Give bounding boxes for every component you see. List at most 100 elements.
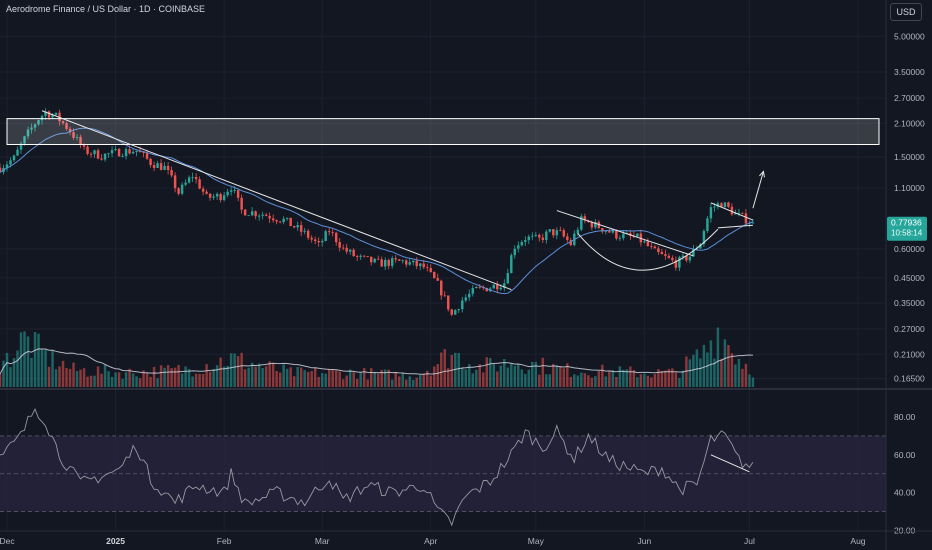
candle-body bbox=[590, 221, 594, 228]
pennant-lower-line[interactable] bbox=[717, 224, 753, 229]
volume-bar bbox=[667, 368, 671, 387]
volume-bar bbox=[720, 358, 723, 387]
drawing-tools[interactable] bbox=[6, 110, 880, 291]
currency-button[interactable]: USD bbox=[890, 3, 922, 21]
volume-bar bbox=[247, 367, 250, 387]
volume-bar bbox=[58, 366, 61, 387]
volume-bar bbox=[422, 373, 425, 387]
time-axis-tick: 2025 bbox=[106, 536, 125, 546]
candle-body bbox=[79, 136, 82, 146]
candle-body bbox=[685, 255, 688, 261]
volume-bar bbox=[688, 359, 692, 387]
candle-body bbox=[247, 215, 250, 217]
candle-body bbox=[730, 206, 734, 215]
downtrend-line[interactable] bbox=[41, 110, 512, 291]
volume-bar bbox=[194, 373, 198, 387]
volume-bar bbox=[429, 375, 432, 387]
candle-body bbox=[618, 238, 622, 239]
price-tag-countdown: 10:58:14 bbox=[891, 229, 923, 238]
volume-bar bbox=[138, 378, 142, 387]
candle-body bbox=[664, 254, 667, 256]
candle-body bbox=[454, 310, 457, 315]
volume-bar bbox=[173, 367, 177, 387]
volume-bar bbox=[587, 375, 590, 387]
volume-bar bbox=[538, 374, 541, 387]
candle-body bbox=[198, 179, 201, 189]
candle-body bbox=[383, 259, 387, 267]
candle-body bbox=[366, 256, 369, 257]
candle-body bbox=[478, 286, 481, 288]
rsi-panel bbox=[0, 388, 932, 527]
candle-body bbox=[594, 221, 597, 228]
pennant-upper-line[interactable] bbox=[710, 202, 754, 221]
volume-bar bbox=[695, 349, 699, 387]
candle-body bbox=[506, 273, 510, 284]
volume-bar bbox=[569, 376, 573, 387]
volume-bar bbox=[107, 371, 110, 387]
candle-body bbox=[243, 209, 247, 216]
volume-bar bbox=[419, 375, 422, 387]
candle-body bbox=[341, 247, 345, 249]
volume-bar bbox=[475, 369, 478, 387]
candle-body bbox=[205, 191, 208, 194]
volume-bar bbox=[352, 372, 355, 387]
volume-bar bbox=[198, 373, 201, 387]
candle-body bbox=[534, 234, 538, 236]
volume-bar bbox=[583, 373, 587, 387]
candle-body bbox=[114, 148, 117, 150]
volume-bar bbox=[440, 352, 443, 387]
candle-body bbox=[303, 230, 306, 232]
handle-trend-line[interactable] bbox=[556, 210, 694, 257]
volume-bar bbox=[401, 372, 404, 387]
candle-body bbox=[604, 231, 608, 232]
price-axis-tick: 0.45000 bbox=[894, 273, 925, 283]
candle-body bbox=[257, 215, 261, 217]
candle-body bbox=[222, 195, 226, 201]
candle-body bbox=[419, 263, 422, 267]
volume-bar bbox=[261, 368, 264, 387]
volume-bar bbox=[257, 363, 261, 387]
price-axis-tick: 3.50000 bbox=[894, 67, 925, 77]
breakout-arrow[interactable] bbox=[752, 171, 764, 209]
candle-body bbox=[601, 228, 604, 232]
cup-arc[interactable] bbox=[577, 228, 719, 271]
candle-body bbox=[5, 164, 9, 168]
candle-body bbox=[485, 287, 489, 292]
candle-body bbox=[110, 149, 114, 154]
candle-body bbox=[716, 203, 720, 207]
volume-bar bbox=[0, 374, 2, 387]
resistance-zone[interactable] bbox=[6, 118, 880, 145]
volume-bar bbox=[254, 366, 257, 387]
candle-body bbox=[201, 188, 205, 192]
volume-bar bbox=[205, 364, 208, 387]
rsi-divergence-line[interactable] bbox=[710, 454, 750, 473]
candle-body bbox=[359, 255, 362, 257]
candle-body bbox=[0, 167, 2, 173]
candle-body bbox=[166, 165, 170, 170]
volume-bar bbox=[489, 358, 492, 387]
candle-body bbox=[285, 217, 289, 219]
volume-bar bbox=[285, 368, 289, 387]
volume-bar bbox=[520, 369, 524, 387]
candle-body bbox=[650, 246, 653, 247]
candle-body bbox=[289, 217, 292, 227]
candle-body bbox=[292, 226, 296, 228]
candle-body bbox=[131, 151, 135, 154]
volume-bar bbox=[145, 372, 149, 387]
candle-body bbox=[37, 120, 40, 125]
volume-bar bbox=[79, 369, 82, 387]
volume-bar bbox=[86, 376, 89, 387]
candle-body bbox=[82, 145, 86, 147]
volume-bar bbox=[383, 369, 387, 387]
volume-bar bbox=[555, 365, 559, 387]
volume-bar bbox=[730, 353, 734, 387]
volume-bar bbox=[496, 371, 499, 387]
candle-body bbox=[229, 190, 233, 192]
candle-body bbox=[149, 158, 152, 166]
candle-body bbox=[128, 149, 131, 154]
candle-body bbox=[33, 124, 37, 128]
volume-bar bbox=[65, 368, 68, 387]
candle-body bbox=[9, 160, 12, 165]
volume-bar bbox=[604, 376, 608, 387]
